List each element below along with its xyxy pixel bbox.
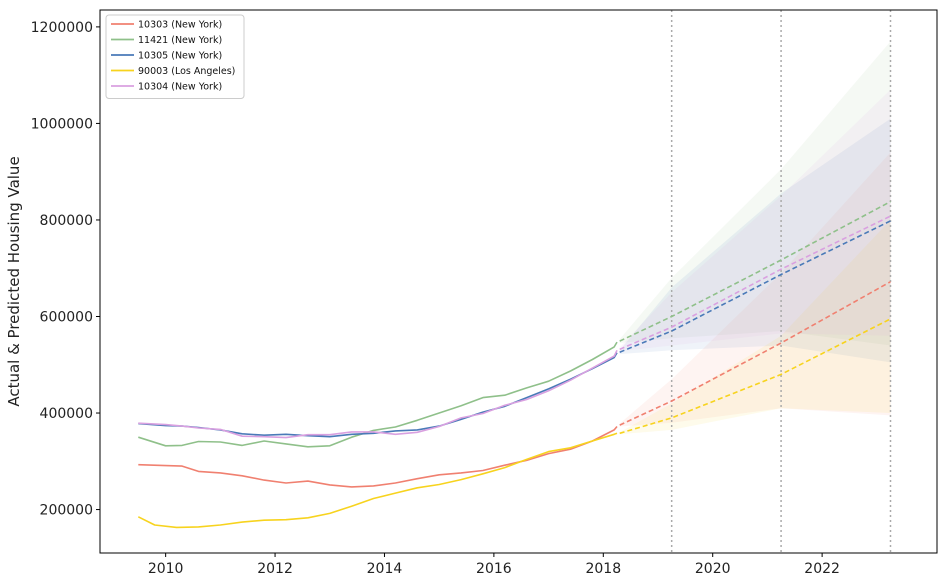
- legend-entry: 10303 (New York): [138, 20, 222, 31]
- series-lines: [137, 200, 891, 529]
- series-line-forecast-3: [619, 318, 891, 435]
- y-tick-label: 200000: [40, 503, 93, 519]
- x-tick-label: 2022: [804, 561, 840, 577]
- legend-entry: 10305 (New York): [138, 51, 222, 62]
- y-axis-title: Actual & Predicted Housing Value: [5, 156, 23, 406]
- series-line-actual-1: [138, 341, 618, 448]
- series-line-forecast-1: [619, 200, 891, 342]
- confidence-band-0: [619, 152, 891, 427]
- y-tick-label: 800000: [40, 213, 93, 229]
- x-tick-label: 2014: [367, 561, 403, 577]
- x-tick-label: 2010: [148, 561, 184, 577]
- x-tick-label: 2018: [585, 561, 621, 577]
- y-tick-label: 1000000: [31, 116, 93, 132]
- x-tick-label: 2016: [476, 561, 512, 577]
- series-line-actual-3: [137, 432, 618, 529]
- series-line-forecast-2: [619, 220, 891, 353]
- plot-frame: [99, 9, 938, 554]
- confidence-band-3: [619, 220, 891, 435]
- legend-box: [105, 14, 245, 99]
- x-tick-label: 2020: [695, 561, 731, 577]
- confidence-band-1: [619, 41, 891, 346]
- series-line-actual-2: [138, 352, 618, 438]
- series-line-forecast-0: [619, 281, 891, 426]
- series-line-actual-0: [138, 425, 618, 488]
- legend-entry: 11421 (New York): [138, 35, 222, 46]
- confidence-band-4: [619, 89, 891, 352]
- x-tick-label: 2012: [257, 561, 293, 577]
- y-axis: 200000 400000 600000 800000 1000000 1200000: [31, 20, 100, 519]
- y-tick-label: 1200000: [31, 20, 93, 36]
- confidence-bands: [619, 41, 891, 435]
- legend: 10303 (New York) 11421 (New York) 10305 (N…: [105, 14, 245, 99]
- forecast-reference-lines: [670, 10, 892, 553]
- legend-entry: 90003 (Los Angeles): [138, 66, 235, 77]
- y-tick-label: 400000: [40, 406, 93, 422]
- confidence-band-2: [619, 118, 891, 363]
- legend-entry: 10304 (New York): [138, 82, 222, 93]
- x-axis: 2010 2012 2014 2016 2018 2020 2022: [148, 553, 840, 577]
- series-line-actual-4: [138, 349, 618, 439]
- series-line-forecast-4: [619, 215, 891, 351]
- y-tick-label: 600000: [40, 309, 93, 325]
